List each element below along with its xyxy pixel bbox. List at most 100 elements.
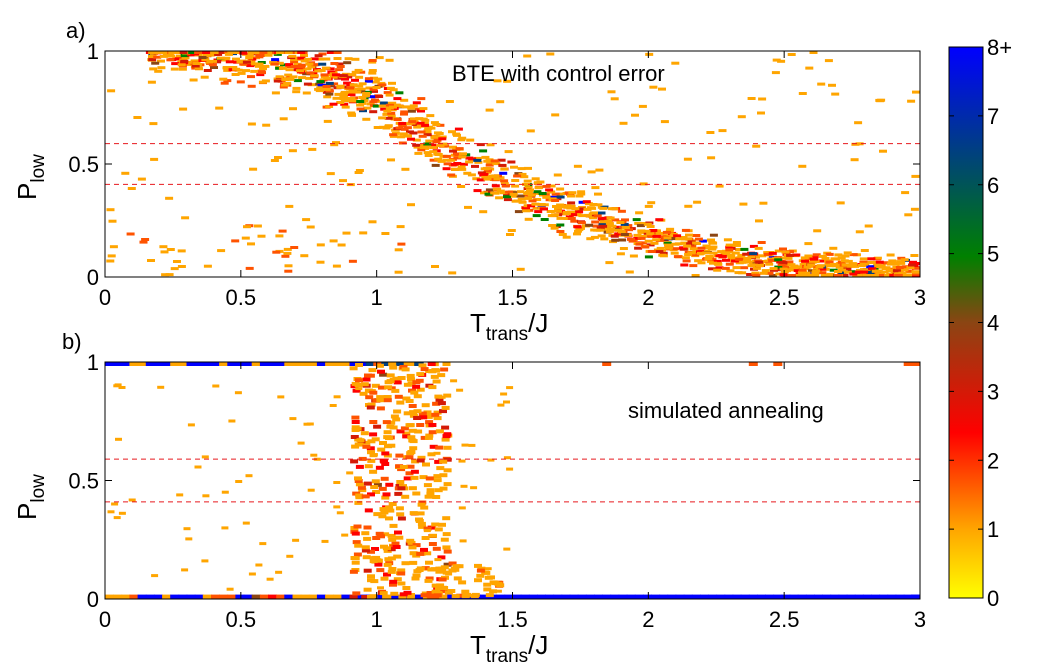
heatmap-cell [162, 594, 172, 599]
heatmap-cell [148, 54, 157, 58]
heatmap-cell [804, 257, 813, 260]
colorbar-tick-label: 1 [987, 517, 999, 542]
heatmap-cell [423, 410, 432, 415]
heatmap-cell [546, 52, 555, 56]
heatmap-cell [694, 259, 703, 263]
heatmap-cell [479, 594, 489, 599]
heatmap-cell [385, 482, 394, 487]
heatmap-cell [779, 267, 788, 271]
heatmap-cell [409, 551, 418, 556]
heatmap-cell [453, 156, 462, 160]
heatmap-cell [268, 362, 277, 366]
heatmap-cell [423, 151, 432, 155]
xtick-label: 0.5 [226, 607, 257, 632]
heatmap-cell [397, 516, 406, 521]
panel-a-ylabel-sub: low [28, 154, 49, 183]
heatmap-cell [655, 218, 664, 222]
heatmap-cell [526, 188, 534, 192]
xtick-label: 3 [914, 285, 926, 310]
heatmap-cell [308, 147, 317, 151]
heatmap-cell [825, 260, 834, 264]
heatmap-cell [325, 92, 334, 96]
heatmap-cell [500, 182, 509, 186]
heatmap-cell [787, 268, 796, 272]
heatmap-cell [297, 51, 306, 54]
heatmap-cell [434, 488, 443, 493]
heatmap-cell [437, 401, 446, 406]
heatmap-cell [696, 250, 704, 254]
heatmap-cell [420, 505, 429, 510]
heatmap-cell [586, 237, 595, 241]
heatmap-cell [618, 238, 627, 242]
heatmap-cell [747, 255, 756, 259]
heatmap-cell [527, 204, 536, 208]
heatmap-cell [418, 500, 427, 505]
heatmap-cell [399, 465, 408, 469]
heatmap-cell [145, 362, 155, 366]
heatmap-cell [340, 92, 348, 96]
heatmap-cell [537, 594, 546, 599]
heatmap-cell [398, 594, 408, 599]
heatmap-cell [755, 264, 764, 267]
heatmap-cell [388, 81, 396, 85]
heatmap-cell [368, 368, 377, 373]
heatmap-cell [709, 233, 718, 237]
heatmap-cell [787, 263, 796, 267]
heatmap-cell [375, 531, 384, 536]
heatmap-cell [426, 488, 435, 493]
heatmap-cell [221, 58, 230, 62]
heatmap-cell [787, 53, 796, 56]
heatmap-cell [272, 250, 281, 254]
heatmap-cell [575, 194, 584, 198]
heatmap-cell [255, 62, 264, 66]
heatmap-cell [642, 594, 652, 599]
heatmap-cell [284, 51, 293, 54]
heatmap-cell [383, 430, 392, 435]
heatmap-cell [322, 57, 331, 61]
heatmap-cell [812, 269, 821, 273]
heatmap-cell [649, 85, 658, 89]
heatmap-cell [254, 64, 263, 68]
heatmap-cell [406, 373, 415, 378]
heatmap-cell [902, 265, 911, 269]
heatmap-cell [247, 242, 255, 246]
heatmap-cell [907, 99, 916, 103]
heatmap-cell [558, 233, 567, 236]
heatmap-cell [545, 594, 555, 599]
heatmap-cell [781, 250, 790, 254]
heatmap-cell [567, 204, 576, 208]
heatmap-cell [340, 99, 349, 103]
heatmap-cell [689, 247, 698, 251]
heatmap-cell [286, 77, 295, 81]
panel-a-xlabel-main: T [470, 308, 486, 338]
heatmap-cell [178, 67, 187, 71]
heatmap-cell [638, 222, 647, 225]
heatmap-cell [694, 237, 703, 241]
heatmap-cell [202, 494, 210, 498]
heatmap-cell [141, 238, 150, 241]
heatmap-cell [351, 78, 359, 82]
heatmap-cell [752, 255, 760, 259]
heatmap-cell [325, 594, 335, 599]
heatmap-cell [825, 274, 834, 277]
heatmap-cell [273, 52, 282, 56]
heatmap-cell [187, 423, 195, 427]
heatmap-cell [107, 254, 116, 258]
heatmap-cell [497, 158, 506, 162]
heatmap-cell [431, 163, 440, 167]
heatmap-cell [350, 435, 359, 439]
heatmap-cell [681, 228, 690, 232]
heatmap-cell [786, 250, 794, 254]
heatmap-cell [707, 238, 715, 242]
heatmap-cell [336, 511, 344, 515]
heatmap-cell [511, 184, 520, 188]
heatmap-cell [186, 594, 196, 599]
heatmap-cell [577, 594, 587, 599]
heatmap-cell [500, 167, 509, 171]
heatmap-cell [276, 362, 286, 366]
heatmap-cell [322, 85, 331, 88]
heatmap-cell [329, 404, 337, 407]
heatmap-cell [420, 593, 429, 598]
heatmap-cell [509, 194, 518, 198]
